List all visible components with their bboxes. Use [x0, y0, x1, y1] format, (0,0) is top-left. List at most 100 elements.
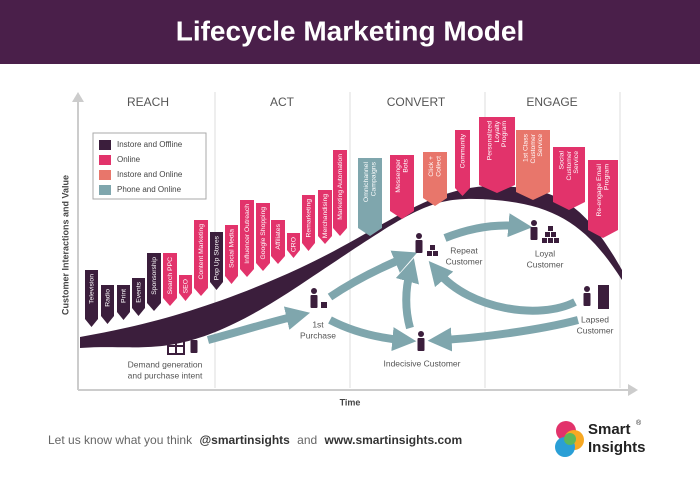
legend-label: Online: [117, 155, 141, 164]
person-icon: [311, 288, 317, 294]
channel-flag: [358, 158, 382, 236]
node-label: Lapsed: [581, 314, 609, 324]
y-axis-label: Customer Interactions and Value: [60, 175, 70, 315]
node-label: Customer: [577, 325, 614, 335]
person-icon: [583, 293, 591, 306]
flag-label: Service: [573, 151, 580, 174]
x-axis-label: Time: [340, 397, 361, 407]
channel-flag: [194, 220, 208, 296]
box-icon: [430, 245, 435, 250]
stage-label: REACH: [127, 95, 169, 109]
flag-label: Program: [501, 121, 508, 147]
flag-label: Community: [459, 133, 466, 168]
flag-label: Print: [120, 289, 127, 303]
box-icon: [433, 251, 438, 256]
box-icon: [554, 238, 559, 243]
flag-label: CRO: [290, 237, 297, 252]
node-label: Indecisive Customer: [383, 358, 460, 368]
channel-flag: [85, 270, 98, 327]
flag-label: Merchandising: [322, 194, 329, 238]
legend-swatch: [99, 185, 111, 195]
channel-flag: [179, 275, 192, 301]
channel-flag: [117, 285, 130, 320]
legend-swatch: [99, 140, 111, 150]
channel-flag: [101, 285, 114, 324]
stage-label: ACT: [270, 95, 295, 109]
logo-line2: Insights: [588, 439, 646, 456]
channel-flag: [390, 155, 414, 219]
flag-label: Social Media: [228, 229, 235, 268]
logo-line1: Smart: [588, 421, 631, 438]
flag-label: Messenger: [395, 158, 402, 192]
logo-mark: ®: [636, 419, 642, 427]
footer-url: www.smartinsights.com: [324, 433, 463, 447]
door-icon: [598, 285, 609, 309]
flag-label: Affiliates: [275, 223, 282, 249]
legend-swatch: [99, 155, 111, 165]
flag-label: Click +: [428, 156, 435, 177]
person-icon: [416, 233, 422, 239]
flag-label: Events: [135, 281, 142, 302]
flag-label: Search PPC: [167, 257, 174, 294]
lifecycle-curve: [80, 185, 622, 348]
person-icon: [417, 338, 425, 351]
node-label: Demand generation: [128, 359, 203, 369]
flag-label: Influencer Outreach: [244, 204, 251, 264]
channel-flag: [318, 190, 332, 244]
channel-flag: [588, 160, 618, 238]
box-icon: [548, 226, 553, 231]
footer-prompt: Let us know what you think: [48, 433, 193, 447]
legend-box: [92, 132, 207, 200]
flag-label: 1st Class: [523, 133, 530, 162]
person-icon: [418, 331, 424, 337]
footer-joiner: and: [297, 433, 317, 447]
flag-label: SEO: [182, 279, 189, 293]
header-band: [0, 0, 700, 64]
flag-label: Service: [537, 134, 544, 157]
channel-flag: [240, 200, 254, 277]
channel-flag: [225, 225, 238, 284]
person-icon: [190, 340, 198, 353]
box-icon: [427, 251, 432, 256]
legend-label: Phone and Online: [117, 185, 182, 194]
channel-flag: [333, 150, 347, 236]
person-icon: [310, 295, 318, 308]
legend-label: Instore and Offline: [117, 140, 183, 149]
legend-swatch: [99, 170, 111, 180]
flag-label: Pop Up Stores: [213, 235, 220, 280]
node-label: Loyal: [535, 248, 555, 258]
footer-handle: @smartinsights: [199, 433, 290, 447]
stage-label: CONVERT: [387, 95, 446, 109]
stage-label: ENGAGE: [526, 95, 577, 109]
node-label: Repeat: [450, 245, 478, 255]
channel-flag: [455, 130, 470, 196]
flag-label: Google Shopping: [260, 207, 267, 260]
channel-flag: [479, 117, 515, 193]
store-icon: [168, 338, 184, 354]
channel-flag: [210, 232, 223, 290]
flag-label: Remarketing: [305, 199, 312, 238]
flag-label: Re-engage Email: [596, 164, 603, 217]
flag-label: Omnichannel: [363, 162, 370, 203]
flow-arrows: [206, 213, 580, 352]
flag-label: Television: [88, 274, 95, 304]
channel-flag: [287, 233, 300, 258]
title: Lifecycle Marketing Model: [176, 15, 525, 46]
footer-text: Let us know what you think @smartinsight…: [48, 433, 462, 447]
flag-label: Content Marketing: [198, 224, 205, 280]
flag-label: Sponsorship: [151, 257, 158, 295]
channel-flag: [516, 130, 550, 200]
person-icon: [191, 333, 197, 339]
person-icon: [530, 227, 538, 240]
person-icon: [415, 240, 423, 253]
flag-label: Collect: [435, 156, 442, 177]
channel-flag: [423, 152, 447, 206]
node-label: Purchase: [300, 330, 336, 340]
channel-flag: [256, 203, 270, 271]
flag-label: Customer: [530, 133, 537, 163]
legend-label: Instore and Online: [117, 170, 183, 179]
channel-flag: [302, 195, 315, 251]
node-label: Customer: [527, 259, 564, 269]
node-label: Customer: [446, 256, 483, 266]
